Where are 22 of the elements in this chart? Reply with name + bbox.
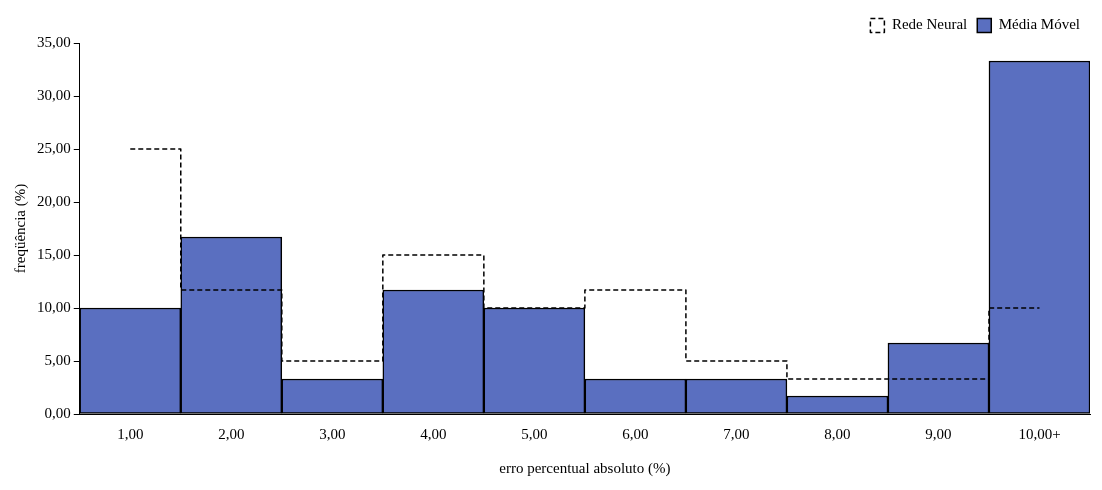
x-tick-label: 8,00 [824,425,851,442]
x-tick-label: 10,00+ [1018,425,1061,442]
x-tick-label: 3,00 [319,425,346,442]
x-tick-label: 1,00 [117,425,144,442]
y-tick-label: 10,00 [37,298,71,315]
y-tick-label: 20,00 [37,192,71,209]
legend-label: Média Móvel [998,16,1080,33]
legend-label: Rede Neural [891,16,968,33]
y-tick-label: 25,00 [37,139,71,156]
x-tick-label: 2,00 [218,425,245,442]
y-tick-label: 5,00 [44,351,71,368]
y-tick-label: 0,00 [44,404,71,421]
y-axis-title: freqüência (%) [11,183,29,274]
x-tick-label: 5,00 [521,425,548,442]
x-tick-label: 9,00 [925,425,952,442]
x-tick-label: 7,00 [723,425,750,442]
y-tick-label: 35,00 [37,33,71,50]
x-axis-title: erro percentual absoluto (%) [499,459,671,477]
x-tick-label: 4,00 [420,425,447,442]
y-tick-label: 30,00 [37,86,71,103]
x-tick-label: 6,00 [622,425,649,442]
y-tick-label: 15,00 [37,245,71,262]
